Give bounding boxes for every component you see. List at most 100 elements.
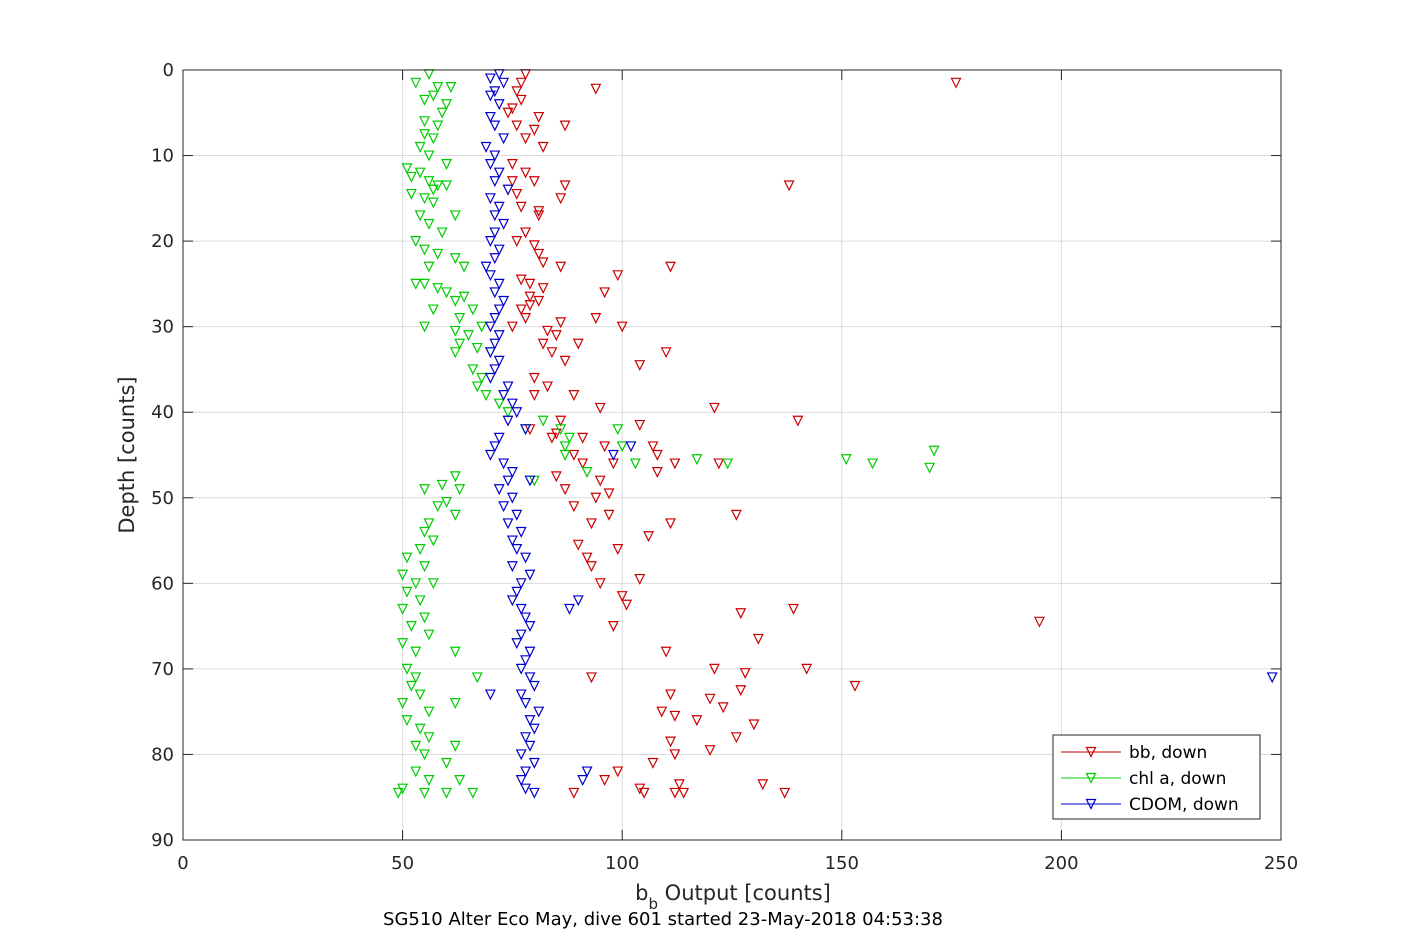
data-point — [537, 338, 549, 350]
data-point — [651, 467, 663, 478]
data-point — [441, 180, 452, 192]
legend-marker — [1085, 746, 1097, 758]
data-point — [739, 668, 751, 680]
data-point — [533, 111, 545, 123]
data-point — [449, 646, 461, 658]
data-point — [493, 432, 505, 444]
data-point — [484, 159, 496, 170]
data-point — [665, 736, 676, 748]
data-point — [484, 90, 496, 102]
data-point — [515, 526, 527, 538]
data-point — [489, 253, 501, 265]
data-point — [506, 561, 518, 573]
data-point — [410, 278, 422, 290]
data-point — [849, 680, 861, 692]
data-point — [533, 248, 545, 260]
data-point — [467, 787, 479, 799]
data-point — [511, 120, 523, 132]
data-point — [515, 629, 527, 641]
data-point — [401, 552, 413, 564]
data-point — [410, 740, 422, 752]
data-point — [515, 749, 527, 761]
y-axis-ticks: 0 10 20 30 40 50 60 70 80 90 — [151, 60, 1281, 851]
data-point — [559, 355, 571, 367]
x-tick-label: 250 — [1264, 853, 1298, 874]
data-point — [577, 432, 589, 444]
data-point — [537, 141, 549, 153]
data-point — [449, 295, 461, 307]
data-point — [489, 227, 501, 239]
data-point — [397, 603, 409, 615]
data-point — [441, 496, 452, 508]
data-point — [673, 779, 685, 791]
data-point — [449, 210, 461, 222]
data-point — [612, 544, 624, 555]
data-point — [498, 295, 510, 307]
y-tick-label: 80 — [151, 744, 174, 765]
data-point — [603, 509, 615, 521]
data-point — [524, 278, 536, 290]
data-point — [533, 706, 545, 718]
data-point — [581, 467, 593, 478]
data-point — [401, 163, 413, 175]
data-point — [515, 77, 527, 89]
data-point — [441, 287, 452, 299]
data-point — [489, 441, 501, 453]
data-point — [528, 787, 540, 799]
y-axis-label: Depth [counts] — [115, 376, 139, 533]
data-point — [419, 612, 431, 624]
data-point — [590, 83, 602, 95]
data-point — [555, 261, 567, 273]
data-point — [511, 236, 523, 247]
data-point — [410, 646, 422, 658]
data-point — [410, 236, 422, 247]
data-point — [647, 441, 659, 453]
data-point — [634, 573, 646, 585]
plot-area: 0 50 100 150 200 250 0 10 20 30 40 50 60 70 80 90 — [151, 60, 1298, 874]
data-point — [441, 99, 452, 111]
data-point — [612, 270, 624, 282]
data-point — [520, 732, 532, 744]
data-point — [524, 621, 536, 632]
series-1 — [392, 69, 940, 799]
data-point — [924, 462, 936, 474]
data-point — [498, 133, 510, 145]
data-point — [559, 180, 571, 192]
data-point — [498, 77, 510, 89]
data-point — [515, 94, 527, 106]
data-point — [568, 787, 580, 799]
data-point — [489, 210, 501, 222]
data-point — [607, 621, 619, 632]
data-point — [449, 347, 461, 359]
data-point — [537, 283, 549, 295]
data-point — [476, 321, 488, 333]
data-point — [783, 180, 795, 192]
data-point — [423, 706, 435, 718]
data-point — [555, 415, 567, 427]
data-point — [419, 193, 431, 205]
data-point — [449, 698, 461, 709]
data-point — [432, 501, 444, 513]
data-point — [524, 672, 536, 684]
data-point — [713, 458, 725, 470]
data-point — [585, 672, 597, 684]
data-point — [603, 488, 615, 500]
data-point — [423, 218, 435, 230]
data-point — [476, 372, 488, 384]
data-point — [533, 295, 545, 307]
data-point — [678, 787, 690, 799]
data-point — [405, 680, 417, 692]
data-point — [471, 381, 483, 393]
data-point — [397, 638, 409, 650]
data-point — [669, 458, 681, 470]
data-point — [524, 715, 536, 727]
data-point — [524, 291, 536, 303]
data-point — [515, 603, 527, 615]
data-point — [493, 484, 505, 496]
data-point — [498, 501, 510, 513]
data-point — [691, 715, 703, 727]
data-point — [616, 321, 628, 333]
data-point — [458, 261, 470, 273]
data-point — [730, 732, 742, 744]
series-0 — [502, 69, 1045, 799]
